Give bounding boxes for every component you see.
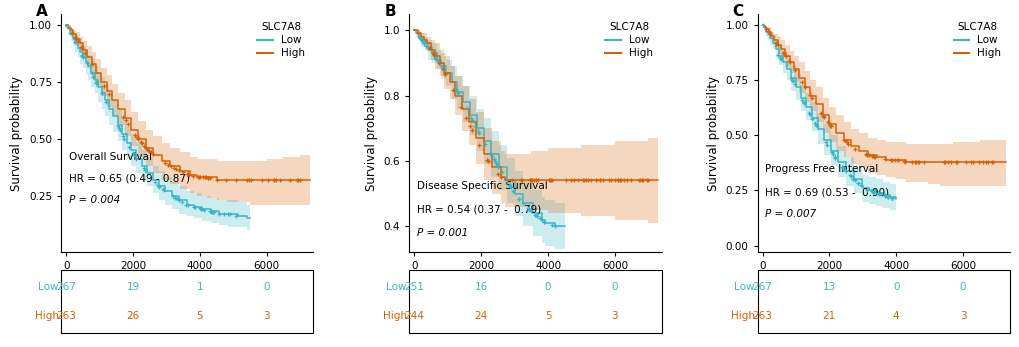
- Text: HR = 0.65 (0.49 - 0.87): HR = 0.65 (0.49 - 0.87): [68, 174, 190, 184]
- Text: P = 0.004: P = 0.004: [68, 195, 120, 205]
- Text: 3: 3: [263, 311, 270, 321]
- Text: Low: Low: [38, 282, 59, 292]
- Text: High: High: [35, 311, 59, 321]
- Text: HR = 0.54 (0.37 -  0.79): HR = 0.54 (0.37 - 0.79): [417, 205, 541, 215]
- Text: 263: 263: [752, 311, 771, 321]
- Text: 263: 263: [56, 311, 76, 321]
- Text: 21: 21: [822, 311, 836, 321]
- Text: High: High: [382, 311, 407, 321]
- Text: 267: 267: [752, 282, 771, 292]
- Text: 16: 16: [474, 282, 487, 292]
- Text: 26: 26: [126, 311, 140, 321]
- Text: HR = 0.69 (0.53 -  0.90): HR = 0.69 (0.53 - 0.90): [764, 188, 889, 198]
- Legend: Low, High: Low, High: [950, 19, 1004, 61]
- Text: 4: 4: [892, 311, 899, 321]
- Bar: [409, 270, 661, 333]
- Text: A: A: [36, 5, 48, 19]
- Text: 3: 3: [611, 311, 618, 321]
- Y-axis label: Survival probability: Survival probability: [706, 76, 719, 191]
- Text: 5: 5: [197, 311, 203, 321]
- Text: P = 0.007: P = 0.007: [764, 209, 815, 219]
- Text: High: High: [731, 311, 754, 321]
- Text: 5: 5: [544, 311, 551, 321]
- Text: P = 0.001: P = 0.001: [417, 228, 468, 238]
- Text: Low: Low: [734, 282, 754, 292]
- Text: Low: Low: [386, 282, 407, 292]
- Text: Disease Specific Survival: Disease Specific Survival: [417, 181, 547, 191]
- Text: 1: 1: [197, 282, 203, 292]
- Text: 267: 267: [56, 282, 76, 292]
- Text: 24: 24: [474, 311, 487, 321]
- Text: 0: 0: [263, 282, 270, 292]
- Text: 244: 244: [405, 311, 424, 321]
- Legend: Low, High: Low, High: [254, 19, 308, 61]
- Text: 0: 0: [544, 282, 550, 292]
- Text: 13: 13: [822, 282, 836, 292]
- Text: Overall Survival: Overall Survival: [68, 152, 152, 162]
- Legend: Low, High: Low, High: [601, 19, 656, 61]
- Text: C: C: [732, 5, 743, 19]
- Y-axis label: Survival probability: Survival probability: [10, 76, 23, 191]
- Text: 0: 0: [959, 282, 965, 292]
- Y-axis label: Survival probability: Survival probability: [365, 76, 378, 191]
- Text: B: B: [384, 5, 395, 19]
- Text: 0: 0: [611, 282, 618, 292]
- Text: 251: 251: [405, 282, 424, 292]
- Bar: [61, 270, 313, 333]
- Text: 3: 3: [959, 311, 965, 321]
- Text: 19: 19: [126, 282, 140, 292]
- Text: 0: 0: [892, 282, 899, 292]
- Text: Progress Free Interval: Progress Free Interval: [764, 164, 877, 174]
- Bar: [757, 270, 1009, 333]
